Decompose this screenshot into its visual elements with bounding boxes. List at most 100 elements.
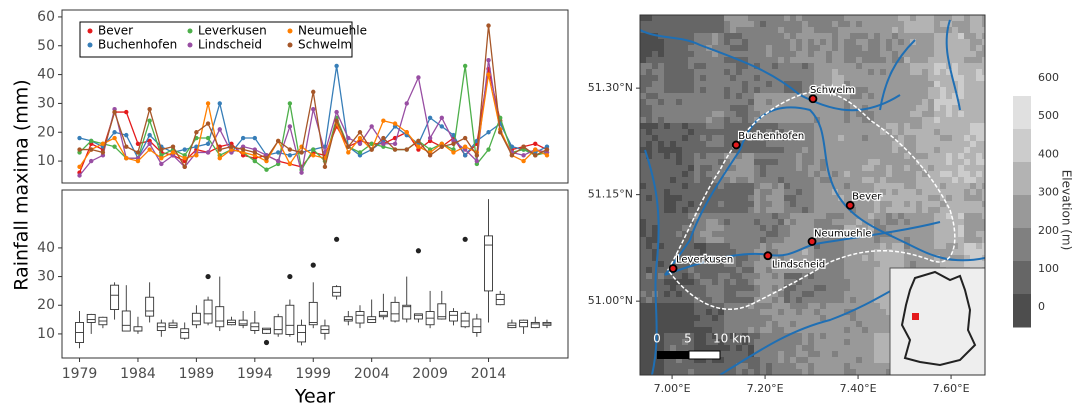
terrain-cell — [712, 57, 719, 64]
terrain-cell — [874, 153, 881, 160]
terrain-cell — [862, 147, 869, 154]
terrain-cell — [802, 213, 809, 220]
terrain-cell — [766, 93, 773, 100]
terrain-cell — [934, 57, 941, 64]
terrain-cell — [676, 321, 683, 328]
terrain-cell — [790, 189, 797, 196]
terrain-cell — [682, 303, 689, 310]
box — [520, 320, 528, 327]
terrain-cell — [730, 357, 737, 364]
terrain-cell — [850, 21, 857, 28]
terrain-cell — [778, 309, 785, 316]
terrain-cell — [790, 303, 797, 310]
terrain-cell — [808, 285, 815, 292]
terrain-cell — [658, 309, 665, 316]
terrain-cell — [658, 297, 665, 304]
terrain-cell — [682, 165, 689, 172]
terrain-cell — [778, 219, 785, 226]
terrain-cell — [772, 93, 779, 100]
terrain-cell — [778, 39, 785, 46]
terrain-cell — [694, 201, 701, 208]
terrain-cell — [790, 153, 797, 160]
terrain-cell — [664, 21, 671, 28]
terrain-cell — [868, 207, 875, 214]
terrain-cell — [724, 225, 731, 232]
terrain-cell — [928, 123, 935, 130]
terrain-cell — [874, 15, 881, 22]
terrain-cell — [862, 153, 869, 160]
terrain-cell — [652, 111, 659, 118]
terrain-cell — [964, 177, 971, 184]
terrain-cell — [778, 27, 785, 34]
terrain-cell — [832, 303, 839, 310]
terrain-cell — [856, 27, 863, 34]
terrain-cell — [952, 189, 959, 196]
terrain-cell — [958, 165, 965, 172]
terrain-cell — [724, 63, 731, 70]
terrain-cell — [838, 171, 845, 178]
terrain-cell — [724, 273, 731, 280]
y-tick-label: 20 — [37, 297, 55, 313]
terrain-cell — [754, 165, 761, 172]
terrain-cell — [796, 213, 803, 220]
terrain-cell — [796, 333, 803, 340]
terrain-cell — [964, 243, 971, 250]
terrain-cell — [928, 105, 935, 112]
station — [809, 95, 816, 102]
terrain-cell — [844, 261, 851, 268]
terrain-cell — [922, 117, 929, 124]
terrain-cell — [856, 327, 863, 334]
terrain-cell — [832, 153, 839, 160]
terrain-cell — [712, 111, 719, 118]
terrain-cell — [736, 345, 743, 352]
terrain-cell — [712, 117, 719, 124]
colorbar-tick-label: 600 — [1038, 71, 1059, 84]
terrain-cell — [718, 129, 725, 136]
terrain-cell — [904, 141, 911, 148]
terrain-cell — [724, 39, 731, 46]
terrain-cell — [646, 123, 653, 130]
terrain-cell — [880, 177, 887, 184]
terrain-cell — [850, 111, 857, 118]
point — [334, 64, 338, 68]
terrain-cell — [910, 21, 917, 28]
terrain-cell — [940, 159, 947, 166]
terrain-cell — [670, 45, 677, 52]
terrain-cell — [892, 111, 899, 118]
legend-marker — [288, 29, 293, 34]
terrain-cell — [778, 357, 785, 364]
terrain-cell — [730, 39, 737, 46]
terrain-cell — [862, 279, 869, 286]
terrain-cell — [904, 27, 911, 34]
terrain-cell — [682, 63, 689, 70]
terrain-cell — [958, 243, 965, 250]
terrain-cell — [652, 165, 659, 172]
terrain-cell — [970, 135, 977, 142]
terrain-cell — [646, 81, 653, 88]
terrain-cell — [910, 63, 917, 70]
terrain-cell — [676, 147, 683, 154]
terrain-cell — [934, 183, 941, 190]
terrain-cell — [670, 297, 677, 304]
terrain-cell — [766, 309, 773, 316]
terrain-cell — [784, 21, 791, 28]
terrain-cell — [748, 51, 755, 58]
terrain-cell — [862, 75, 869, 82]
terrain-cell — [700, 219, 707, 226]
terrain-cell — [940, 69, 947, 76]
terrain-cell — [676, 21, 683, 28]
terrain-cell — [700, 141, 707, 148]
terrain-cell — [748, 117, 755, 124]
terrain-cell — [772, 273, 779, 280]
terrain-cell — [766, 195, 773, 202]
terrain-cell — [730, 207, 737, 214]
terrain-cell — [856, 123, 863, 130]
terrain-cell — [940, 129, 947, 136]
terrain-cell — [778, 51, 785, 58]
terrain-cell — [754, 285, 761, 292]
terrain-cell — [802, 333, 809, 340]
terrain-cell — [694, 117, 701, 124]
terrain-cell — [658, 69, 665, 76]
terrain-cell — [712, 207, 719, 214]
point — [288, 147, 292, 151]
